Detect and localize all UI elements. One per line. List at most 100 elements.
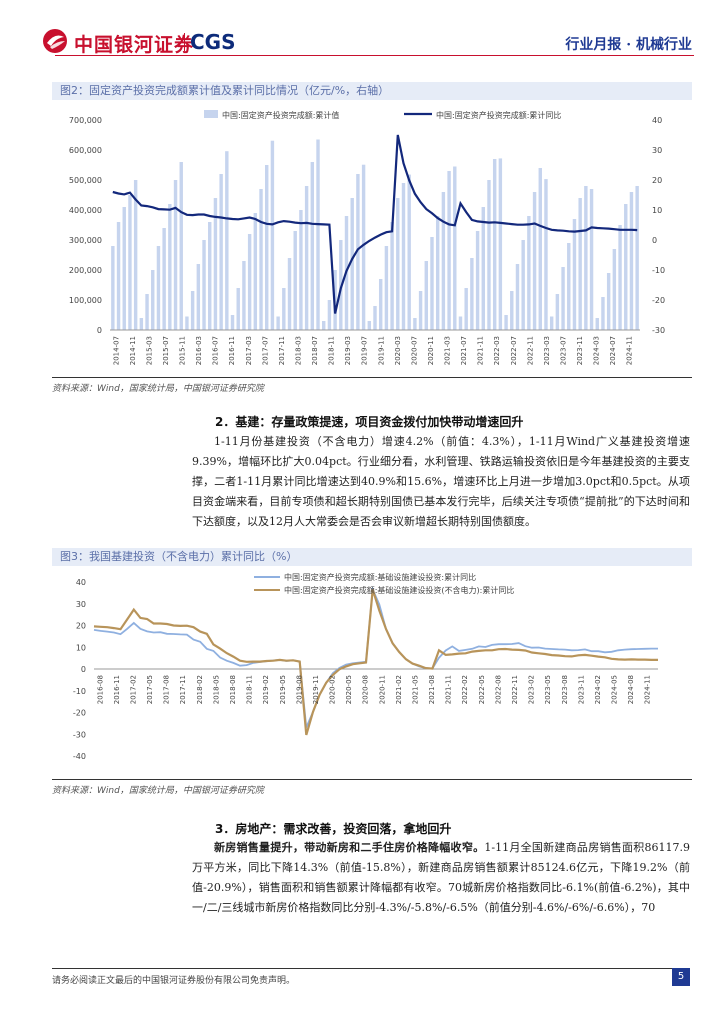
logo-separator: [184, 33, 185, 51]
x-tick-label: 2014-11: [129, 336, 137, 365]
bar: [128, 195, 132, 330]
x-tick-label: 2018-07: [311, 336, 319, 365]
bar: [435, 216, 440, 330]
x-tick-label: 2022-08: [494, 675, 502, 704]
legend-label-ex-power: 中国:固定资产投资完成额:基础设施建设投资(不含电力):累计同比: [284, 585, 514, 595]
x-tick-label: 2015-11: [179, 336, 187, 365]
x-tick-label: 2024-08: [627, 675, 635, 704]
page-number: 5: [672, 968, 690, 986]
figure3-title-bar: [52, 548, 692, 566]
bar: [413, 318, 417, 330]
bar: [396, 198, 400, 330]
legend-label-line: 中国:固定资产投资完成额:累计同比: [436, 110, 561, 120]
x-tick-label: 2020-05: [345, 675, 353, 704]
legend-label-total: 中国:固定资产投资完成额:基础设施建设投资:累计同比: [284, 572, 476, 582]
x-tick-label: 2021-02: [395, 675, 403, 704]
bar: [213, 198, 218, 330]
left-axis-tick-label: 400,000: [69, 206, 102, 215]
bar: [304, 186, 309, 330]
bar: [116, 222, 121, 330]
brand-name: 中国银河证券: [74, 34, 195, 56]
bar: [373, 306, 377, 330]
bar: [401, 183, 406, 330]
x-tick-label: 2015-07: [162, 336, 170, 365]
bar: [567, 243, 571, 330]
section3-bold-lead: 新房销售量提升，带动新房和二手住房价格降幅收窄。: [214, 841, 485, 854]
bar: [407, 174, 411, 330]
bar: [384, 246, 389, 330]
bar: [510, 291, 514, 330]
x-tick-label: 2019-05: [279, 675, 287, 704]
bar: [327, 300, 332, 330]
x-tick-label: 2017-05: [146, 675, 154, 704]
figure3-source: 资料来源：Wind，国家统计局，中国银河证券研究院: [52, 786, 264, 796]
bar: [270, 140, 275, 330]
right-axis-tick-label: -10: [652, 266, 665, 275]
bar: [578, 198, 582, 330]
figure3-chart: 40 30 20 10 0 -10 -20 -30 -40 2016-08 2016-11 2017-…: [73, 572, 658, 761]
bar: [219, 174, 223, 330]
x-tick-label: 2017-02: [129, 675, 137, 704]
bar: [253, 213, 258, 330]
left-axis-tick-label: 500,000: [69, 176, 102, 185]
cgs-logo-icon: [43, 29, 67, 53]
bar: [475, 231, 480, 330]
bar: [179, 162, 183, 330]
left-axis-tick-label: 0: [97, 326, 102, 335]
bar: [367, 321, 372, 330]
x-tick-label: 2020-08: [362, 675, 370, 704]
bar: [532, 192, 537, 330]
x-tick-label: 2022-05: [478, 675, 486, 704]
line-series-total: [93, 585, 658, 728]
x-tick-label: 2020-11: [427, 336, 435, 365]
bar: [527, 216, 531, 330]
right-axis-tick-label: -20: [652, 296, 665, 305]
x-tick-label: 2015-03: [145, 336, 153, 365]
bar: [265, 165, 269, 330]
bar: [618, 225, 622, 330]
y-tick-label: 30: [76, 600, 86, 609]
right-axis-tick-label: 30: [652, 146, 662, 155]
report-type-tag: 行业月报 · 机械行业: [565, 37, 692, 53]
bar: [538, 168, 542, 330]
figure2-title-bar: [52, 82, 692, 100]
x-tick-label: 2023-05: [544, 675, 552, 704]
x-tick-label: 2016-11: [113, 675, 121, 704]
x-tick-label: 2023-11: [577, 675, 585, 704]
left-axis-tick-label: 200,000: [69, 266, 102, 275]
x-tick-label: 2022-11: [526, 336, 534, 365]
figure3-bottom-rule: [52, 779, 692, 780]
bar: [635, 186, 639, 330]
bar: [453, 166, 457, 330]
bar: [168, 204, 172, 330]
bar: [612, 249, 617, 330]
bar: [361, 164, 366, 330]
bar: [230, 315, 235, 330]
bar: [589, 189, 594, 330]
bar: [185, 316, 189, 330]
figure2-bottom-rule: [52, 377, 692, 378]
right-axis-tick-label: 10: [652, 206, 662, 215]
bar: [356, 174, 360, 330]
x-tick-label: 2016-11: [228, 336, 236, 365]
x-tick-label: 2024-11: [626, 336, 634, 365]
bar: [447, 171, 451, 330]
bar: [595, 318, 599, 330]
bar: [561, 267, 565, 330]
x-tick-label: 2018-08: [229, 675, 237, 704]
line-series-ex-power: [93, 589, 658, 736]
bar: [624, 204, 628, 330]
brand-abbr: CGS: [190, 30, 236, 54]
x-tick-label: 2016-08: [96, 675, 104, 704]
bar: [487, 180, 491, 330]
figure2-title: 图2：固定资产投资完成额累计值及累计同比情况（亿元/%，右轴）: [60, 84, 390, 97]
x-tick-label: 2024-11: [644, 675, 652, 704]
bar: [418, 291, 423, 330]
x-tick-label: 2017-11: [179, 675, 187, 704]
x-tick-label: 2022-03: [493, 336, 501, 365]
x-tick-label: 2017-07: [261, 336, 269, 365]
figure3-title: 图3：我国基建投资（不含电力）累计同比（%）: [60, 550, 298, 563]
bar: [481, 207, 485, 330]
left-axis-tick-label: 700,000: [69, 116, 102, 125]
x-tick-label: 2021-03: [444, 336, 452, 365]
